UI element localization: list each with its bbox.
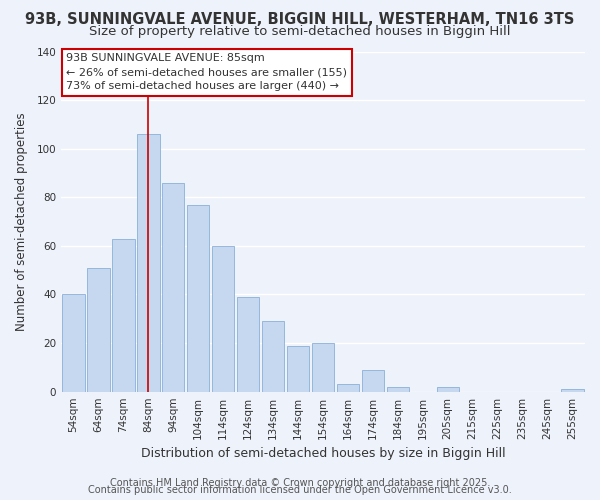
Y-axis label: Number of semi-detached properties: Number of semi-detached properties bbox=[15, 112, 28, 331]
Bar bbox=[62, 294, 85, 392]
Bar bbox=[312, 343, 334, 392]
Bar bbox=[337, 384, 359, 392]
Bar bbox=[237, 297, 259, 392]
Text: Contains public sector information licensed under the Open Government Licence v3: Contains public sector information licen… bbox=[88, 485, 512, 495]
Bar bbox=[561, 390, 584, 392]
Bar bbox=[112, 238, 134, 392]
Bar bbox=[287, 346, 309, 392]
Bar bbox=[187, 204, 209, 392]
Bar bbox=[137, 134, 160, 392]
Bar bbox=[212, 246, 235, 392]
Text: Size of property relative to semi-detached houses in Biggin Hill: Size of property relative to semi-detach… bbox=[89, 25, 511, 38]
Bar bbox=[262, 321, 284, 392]
Bar bbox=[362, 370, 384, 392]
Bar bbox=[386, 387, 409, 392]
X-axis label: Distribution of semi-detached houses by size in Biggin Hill: Distribution of semi-detached houses by … bbox=[140, 447, 505, 460]
Text: Contains HM Land Registry data © Crown copyright and database right 2025.: Contains HM Land Registry data © Crown c… bbox=[110, 478, 490, 488]
Bar bbox=[162, 182, 184, 392]
Bar bbox=[437, 387, 459, 392]
Text: 93B, SUNNINGVALE AVENUE, BIGGIN HILL, WESTERHAM, TN16 3TS: 93B, SUNNINGVALE AVENUE, BIGGIN HILL, WE… bbox=[25, 12, 575, 28]
Bar bbox=[87, 268, 110, 392]
Text: 93B SUNNINGVALE AVENUE: 85sqm
← 26% of semi-detached houses are smaller (155)
73: 93B SUNNINGVALE AVENUE: 85sqm ← 26% of s… bbox=[66, 53, 347, 91]
